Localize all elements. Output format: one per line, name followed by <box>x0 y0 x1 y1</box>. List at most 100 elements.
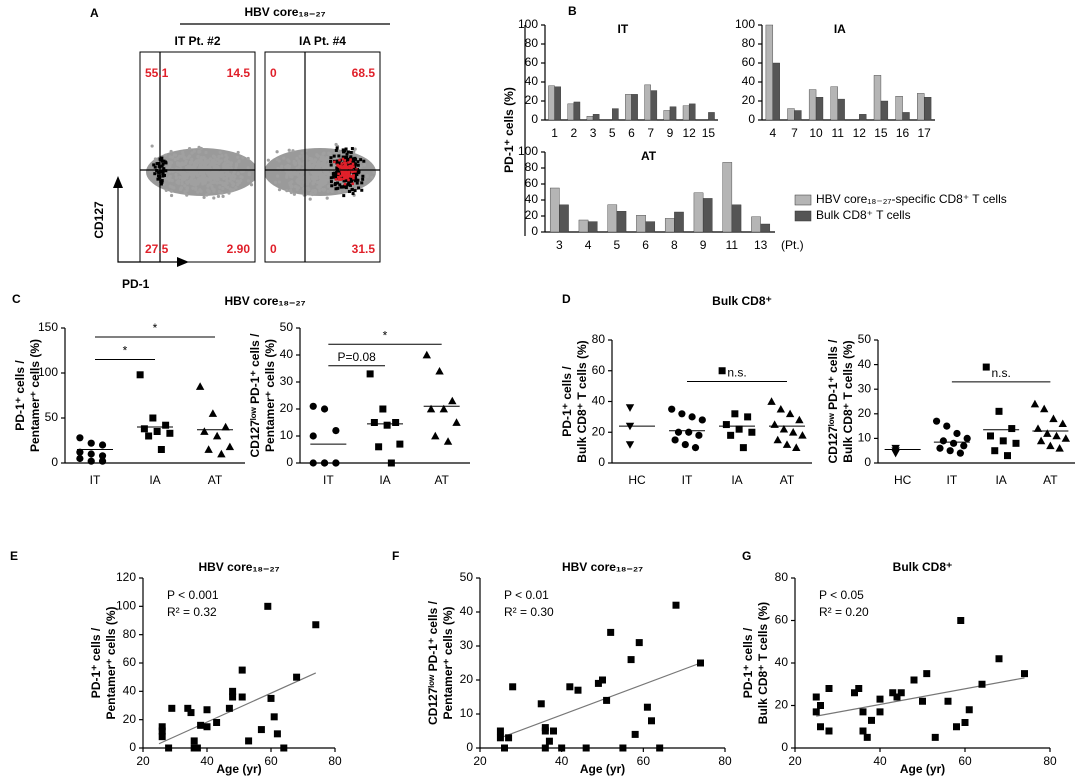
data-point <box>744 413 752 421</box>
event <box>311 164 315 169</box>
y-tick-label: 10 <box>460 706 474 720</box>
data-point <box>949 439 958 447</box>
event <box>341 157 345 161</box>
y-axis-label: Pentamer⁺ cells (%) <box>28 339 42 452</box>
event <box>273 180 278 184</box>
y-tick-label: 10 <box>280 428 294 442</box>
annotation: P < 0.01 <box>504 588 549 602</box>
x-tick-label: IA <box>995 473 1006 487</box>
event <box>291 149 295 153</box>
event <box>177 154 182 158</box>
x-tick-label: 12 <box>682 126 696 140</box>
data-point <box>1043 429 1052 437</box>
data-point <box>439 404 448 413</box>
data-point <box>193 744 201 752</box>
y-tick-label: 40 <box>525 74 539 88</box>
event <box>322 166 326 170</box>
event <box>341 172 344 176</box>
event <box>197 149 201 153</box>
event <box>347 178 350 182</box>
group-title: AT <box>641 149 657 163</box>
data-point <box>1012 439 1020 447</box>
event <box>247 171 251 175</box>
data-point <box>168 704 176 712</box>
event <box>351 165 354 169</box>
event <box>337 189 341 194</box>
data-point <box>698 416 706 424</box>
data-point <box>541 727 549 735</box>
y-tick-label: 20 <box>525 208 539 222</box>
y-tick-label: 20 <box>775 698 789 712</box>
data-point <box>982 363 990 371</box>
event <box>227 191 231 195</box>
y-tick-label: 20 <box>123 712 137 726</box>
event <box>343 182 347 186</box>
fit-line <box>500 662 701 739</box>
event <box>336 186 340 190</box>
event <box>287 159 291 163</box>
event <box>353 147 357 151</box>
event <box>153 165 157 169</box>
data-point <box>889 689 897 697</box>
data-point <box>1046 441 1055 450</box>
event <box>343 184 347 188</box>
data-point <box>375 443 383 451</box>
y-tick-label: 20 <box>858 406 872 420</box>
event <box>226 160 230 164</box>
data-point <box>545 737 553 745</box>
y-tick-label: 80 <box>742 36 756 50</box>
data-point <box>452 418 461 426</box>
data-point <box>98 441 107 449</box>
event <box>160 180 164 184</box>
data-point <box>379 405 387 413</box>
x-tick-label: 60 <box>637 754 651 768</box>
event <box>218 150 222 154</box>
event <box>218 170 222 175</box>
event <box>318 164 322 168</box>
x-tick-label: 17 <box>918 126 932 140</box>
panel-letter: G <box>742 549 751 563</box>
event <box>323 157 328 161</box>
bar <box>772 62 780 121</box>
event <box>217 190 221 194</box>
event <box>312 169 316 174</box>
x-tick-label: 3 <box>556 238 563 252</box>
event <box>266 158 270 162</box>
y-tick-label: 30 <box>460 638 474 652</box>
event <box>174 176 178 180</box>
data-point <box>1036 436 1046 445</box>
data-point <box>203 706 211 714</box>
annotation: n.s. <box>727 366 746 380</box>
data-point <box>603 696 611 704</box>
data-point <box>795 415 804 424</box>
arrow-head <box>113 176 123 188</box>
bar <box>631 94 638 121</box>
event <box>169 161 174 165</box>
event <box>234 185 238 190</box>
x-tick-label: AT <box>780 473 795 487</box>
event <box>166 161 171 165</box>
data-point <box>999 437 1007 445</box>
x-tick-label: 7 <box>647 126 654 140</box>
x-tick-label: 20 <box>473 754 487 768</box>
data-point <box>166 429 174 437</box>
event <box>189 181 194 186</box>
event <box>312 178 317 182</box>
y-tick-label: 60 <box>592 363 606 377</box>
data-point <box>443 437 453 445</box>
data-point <box>370 419 378 426</box>
event <box>216 157 220 162</box>
event <box>354 170 357 173</box>
event <box>239 175 243 179</box>
event <box>330 184 334 188</box>
panel-letter: F <box>392 549 399 563</box>
event <box>204 176 209 181</box>
panel-letter: A <box>90 6 99 20</box>
event <box>185 180 189 184</box>
event <box>353 176 357 180</box>
y-tick-label: 40 <box>858 357 872 371</box>
panel-letter: E <box>10 549 18 563</box>
data-point <box>1055 444 1064 452</box>
x-tick-label: 4 <box>769 126 776 140</box>
